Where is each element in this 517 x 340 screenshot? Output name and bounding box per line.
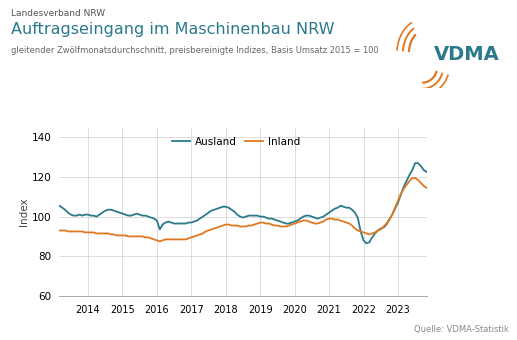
Ausland bbox=[56, 204, 63, 208]
Line: Inland: Inland bbox=[59, 178, 498, 241]
Text: Quelle: VDMA-Statistik: Quelle: VDMA-Statistik bbox=[414, 325, 509, 334]
Ausland bbox=[334, 206, 341, 210]
Inland bbox=[495, 193, 501, 197]
Legend: Ausland, Inland: Ausland, Inland bbox=[168, 133, 304, 151]
Line: Ausland: Ausland bbox=[59, 163, 498, 243]
Ausland bbox=[208, 209, 215, 213]
Inland bbox=[56, 228, 63, 233]
Inland bbox=[214, 225, 220, 230]
Inland bbox=[211, 226, 217, 231]
Y-axis label: Index: Index bbox=[19, 197, 29, 226]
Ausland bbox=[211, 208, 217, 212]
Ausland bbox=[412, 161, 418, 165]
Ausland bbox=[363, 241, 370, 245]
Text: Landesverband NRW: Landesverband NRW bbox=[11, 8, 105, 17]
Inland bbox=[338, 219, 344, 223]
Text: Auftragseingang im Maschinenbau NRW: Auftragseingang im Maschinenbau NRW bbox=[11, 22, 335, 37]
Inland bbox=[438, 189, 444, 193]
Inland bbox=[421, 184, 427, 188]
Text: VDMA: VDMA bbox=[434, 45, 500, 64]
Ausland bbox=[495, 217, 501, 221]
Inland bbox=[157, 239, 163, 243]
Ausland bbox=[438, 171, 444, 175]
Inland bbox=[386, 218, 392, 222]
Text: gleitender Zwölfmonatsdurchschnitt, preisbereinigte Indizes, Basis Umsatz 2015 =: gleitender Zwölfmonatsdurchschnitt, prei… bbox=[11, 46, 379, 55]
Inland bbox=[409, 176, 415, 180]
Ausland bbox=[421, 168, 427, 172]
Ausland bbox=[386, 218, 392, 222]
